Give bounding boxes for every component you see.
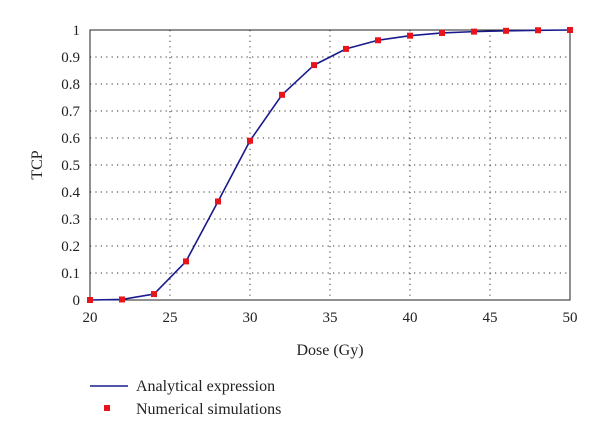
data-point-numerical-simulation: [439, 29, 445, 36]
data-point-numerical-simulation: [503, 27, 509, 34]
y-axis-title: TCP: [29, 150, 46, 179]
data-point-numerical-simulation: [407, 32, 413, 39]
legend: Analytical expression Numerical simulati…: [90, 378, 281, 418]
y-tick-label: 0.6: [61, 131, 80, 147]
x-tick-label: 25: [163, 310, 178, 326]
data-point-numerical-simulation: [119, 296, 125, 303]
legend-marker-swatch: [104, 405, 110, 411]
y-tick-label: 0.3: [61, 212, 80, 228]
y-tick-label: 0.4: [61, 185, 80, 201]
y-tick-label: 0.2: [61, 239, 80, 255]
series-line-analytical-expression: [89, 29, 571, 301]
ticks: 20 25 30 35 40 45 50 0 0.1 0.2 0.3 0.4 0.5 0.6 0.7 0.8 0…: [61, 23, 577, 326]
grid: [90, 30, 570, 300]
y-tick-label: 1: [73, 23, 81, 39]
y-tick-label: 0.7: [61, 104, 80, 120]
series-marker-layer: [87, 27, 573, 303]
legend-label-numerical: Numerical simulations: [136, 401, 281, 418]
x-tick-label: 30: [243, 310, 258, 326]
data-point-numerical-simulation: [151, 291, 157, 298]
x-tick-label: 20: [83, 310, 98, 326]
series-line-layer: [89, 29, 571, 301]
data-point-numerical-simulation: [375, 37, 381, 44]
x-tick-label: 45: [483, 310, 498, 326]
x-tick-label: 50: [563, 310, 578, 326]
data-point-numerical-simulation: [311, 62, 317, 69]
y-tick-label: 0.5: [61, 158, 80, 174]
y-tick-label: 0.9: [61, 50, 80, 66]
data-point-numerical-simulation: [247, 137, 253, 144]
data-point-numerical-simulation: [215, 198, 221, 205]
x-tick-label: 40: [403, 310, 418, 326]
plot-frame: [89, 29, 571, 301]
data-point-numerical-simulation: [343, 45, 349, 52]
legend-label-analytical: Analytical expression: [136, 378, 275, 395]
data-point-numerical-simulation: [183, 258, 189, 265]
x-axis-title: Dose (Gy): [296, 342, 363, 359]
data-point-numerical-simulation: [279, 91, 285, 98]
data-point-numerical-simulation: [471, 28, 477, 35]
y-tick-label: 0.1: [61, 266, 80, 282]
x-tick-label: 35: [323, 310, 338, 326]
y-tick-label: 0: [73, 293, 81, 309]
data-point-numerical-simulation: [87, 297, 93, 303]
data-point-numerical-simulation: [567, 27, 573, 33]
data-point-numerical-simulation: [535, 27, 541, 34]
y-tick-label: 0.8: [61, 77, 80, 93]
